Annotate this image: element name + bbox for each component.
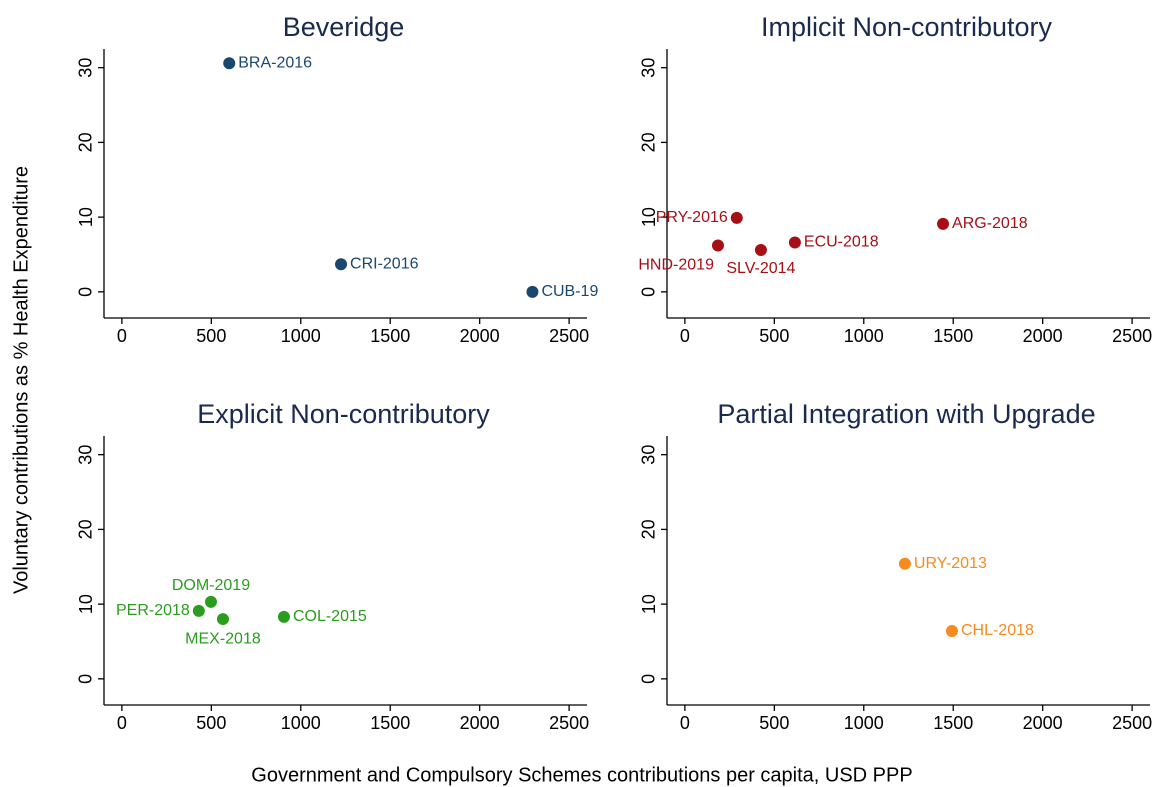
point-label: ECU-2018 [804,234,879,251]
y-tick-label: 0 [639,287,659,297]
point [204,595,217,608]
y-tick-label: 30 [639,58,659,78]
x-axis-label: Government and Compulsory Schemes contri… [251,764,912,786]
x-tick-label: 0 [117,713,127,733]
point-label: URY-2013 [914,555,987,572]
y-tick-label: 30 [76,58,96,78]
x-tick-label: 0 [117,326,127,346]
point [216,613,229,626]
point [526,285,539,298]
panel-title: Partial Integration with Upgrade [717,399,1095,429]
x-tick-label: 2000 [460,713,500,733]
panel-title: Implicit Non-contributory [761,12,1053,42]
y-tick-label: 30 [639,445,659,465]
point [277,610,290,623]
panel-title: Beveridge [283,12,405,42]
point-label: HND-2019 [638,257,714,274]
y-tick-label: 20 [76,519,96,539]
panel-title: Explicit Non-contributory [197,399,490,429]
x-tick-label: 500 [196,713,226,733]
y-tick-label: 0 [639,674,659,684]
y-tick-label: 10 [639,207,659,227]
x-tick-label: 1000 [281,326,321,346]
y-tick-label: 20 [639,132,659,152]
point [937,217,950,230]
point [898,557,911,570]
y-tick-label: 10 [639,594,659,614]
x-tick-label: 2000 [1023,713,1063,733]
y-tick-label: 0 [76,674,96,684]
point-label: DOM-2019 [172,577,250,594]
x-tick-label: 500 [196,326,226,346]
point-label: BRA-2016 [238,54,312,71]
x-tick-label: 500 [759,326,789,346]
x-tick-label: 1500 [370,713,410,733]
y-tick-label: 0 [76,287,96,297]
x-tick-label: 1000 [844,326,884,346]
y-tick-label: 10 [76,207,96,227]
x-tick-label: 2500 [549,713,589,733]
x-tick-label: 1500 [933,713,973,733]
y-tick-label: 20 [76,132,96,152]
x-tick-label: 2500 [549,326,589,346]
point-label: SLV-2014 [726,260,795,277]
x-tick-label: 1000 [844,713,884,733]
y-tick-label: 30 [76,445,96,465]
point [945,625,958,638]
x-tick-label: 2000 [1023,326,1063,346]
y-tick-label: 10 [76,594,96,614]
x-tick-label: 1000 [281,713,321,733]
y-tick-label: 20 [639,519,659,539]
point [192,604,205,617]
point [223,57,236,70]
x-tick-label: 1500 [933,326,973,346]
x-tick-label: 0 [680,326,690,346]
point [754,244,767,257]
point-label: PRY-2016 [656,209,728,226]
point [335,258,348,271]
point-label: MEX-2018 [185,630,261,647]
y-axis-label: Voluntary contributions as % Health Expe… [10,166,32,594]
x-tick-label: 2000 [460,326,500,346]
point [711,239,724,252]
point-label: CRI-2016 [350,255,419,272]
x-tick-label: 2500 [1112,713,1152,733]
point-label: ARG-2018 [952,215,1028,232]
point-label: PER-2018 [116,602,190,619]
point [730,211,743,224]
point-label: CUB-19 [541,283,598,300]
x-tick-label: 1500 [370,326,410,346]
x-tick-label: 500 [759,713,789,733]
x-tick-label: 2500 [1112,326,1152,346]
x-tick-label: 0 [680,713,690,733]
point [788,236,801,249]
point-label: COL-2015 [293,608,367,625]
point-label: CHL-2018 [961,622,1034,639]
